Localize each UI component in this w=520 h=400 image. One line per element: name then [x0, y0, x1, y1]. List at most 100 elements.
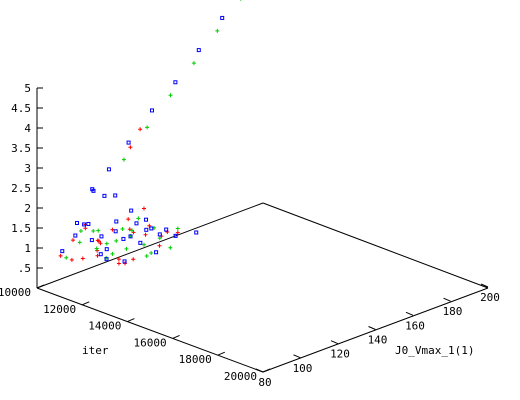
- data-point-series-3: [149, 226, 154, 231]
- data-point-series-3: [99, 234, 104, 239]
- data-point-series-1: [175, 230, 180, 235]
- data-point-series-2: [149, 251, 154, 256]
- data-point-series-2: [215, 28, 220, 33]
- data-point-series-3: [128, 234, 133, 239]
- data-point-series-3: [196, 48, 201, 53]
- y-tick-label: 80: [258, 376, 271, 389]
- data-point-series-2: [94, 246, 99, 251]
- data-point-series-1: [71, 238, 76, 243]
- x-tick-label: 20000: [224, 370, 257, 383]
- data-point-series-3: [121, 236, 126, 241]
- data-point-series-2: [64, 255, 69, 260]
- data-point-series-2: [114, 238, 119, 243]
- data-point-series-3: [149, 108, 154, 113]
- z-tick-label: 3.5: [11, 142, 31, 155]
- data-point-series-2: [77, 240, 82, 245]
- data-point-series-2: [104, 241, 109, 246]
- x-tick-mark: [217, 351, 225, 356]
- z-tick-label: .5: [18, 262, 31, 275]
- x-tick-label: 12000: [43, 303, 76, 316]
- data-point-series-2: [91, 228, 96, 233]
- data-point-series-2: [240, 0, 242, 1]
- data-point-series-3: [89, 238, 94, 243]
- data-point-series-2: [168, 93, 173, 98]
- data-point-series-3: [86, 221, 91, 226]
- data-point-series-3: [106, 167, 111, 172]
- data-point-series-3: [220, 15, 225, 20]
- x-tick-mark: [262, 368, 271, 373]
- y-axis-line: [262, 287, 489, 373]
- data-point-series-2: [136, 216, 141, 221]
- y-tick-label: 100: [293, 362, 313, 375]
- x-tick-mark: [36, 284, 45, 289]
- data-point-series-1: [126, 217, 131, 222]
- data-point-series-2: [120, 226, 125, 231]
- data-point-series-1: [98, 241, 103, 246]
- back-x-edge: [262, 202, 489, 289]
- z-tick-label: 3: [24, 162, 31, 175]
- data-point-series-1: [96, 239, 101, 244]
- y-tick-mark: [330, 340, 339, 345]
- data-point-series-2: [191, 61, 196, 66]
- data-point-series-1: [128, 145, 133, 150]
- data-point-series-1: [138, 127, 143, 132]
- data-point-series-3: [154, 250, 159, 255]
- data-point-series-2: [121, 157, 126, 162]
- data-point-series-2: [144, 254, 149, 259]
- data-points: [58, 0, 242, 266]
- data-point-series-3: [73, 233, 78, 238]
- data-point-series-3: [113, 229, 118, 234]
- data-point-series-2: [130, 228, 135, 233]
- y-tick-mark: [480, 283, 489, 288]
- x-tick-mark: [82, 301, 90, 306]
- data-point-series-3: [138, 240, 143, 245]
- data-point-series-2: [157, 236, 162, 241]
- data-point-series-3: [114, 219, 119, 224]
- axis-labels: iter J0_Vmax_1(1): [82, 344, 474, 357]
- data-point-series-3: [144, 217, 149, 222]
- data-point-series-1: [157, 243, 162, 248]
- y-tick-label: 120: [330, 348, 350, 361]
- data-point-series-3: [90, 187, 95, 192]
- z-tick-label: 5: [24, 82, 31, 95]
- data-point-series-2: [124, 246, 129, 251]
- data-point-series-1: [143, 232, 148, 237]
- data-point-series-3: [60, 249, 65, 254]
- y-tick-mark: [293, 354, 301, 359]
- y-tick-mark: [443, 297, 451, 302]
- x-tick-label: 16000: [133, 336, 166, 349]
- data-point-series-3: [129, 208, 134, 213]
- data-point-series-1: [116, 257, 121, 262]
- data-point-series-2: [110, 251, 115, 256]
- data-point-series-2: [142, 242, 146, 247]
- x-axis-title: iter: [82, 344, 109, 357]
- z-tick-label: 4: [24, 122, 31, 135]
- data-point-series-3: [126, 140, 131, 145]
- x-tick-label: 18000: [179, 353, 212, 366]
- y-axis-title: J0_Vmax_1(1): [395, 344, 474, 357]
- data-point-series-3: [173, 233, 178, 238]
- data-point-series-1: [58, 253, 63, 258]
- data-point-series-3: [157, 232, 162, 237]
- data-point-series-3: [173, 80, 178, 85]
- y-tick-label: 160: [405, 319, 425, 332]
- z-tick-label: 2: [24, 202, 31, 215]
- data-point-series-3: [144, 227, 149, 232]
- data-point-series-2: [78, 229, 83, 234]
- data-point-series-3: [134, 221, 139, 226]
- data-point-series-3: [104, 247, 109, 252]
- data-point-series-3: [82, 222, 87, 227]
- data-point-series-3: [164, 227, 169, 232]
- data-point-series-1: [69, 257, 74, 262]
- data-point-series-2: [145, 125, 150, 130]
- y-tick-label: 140: [368, 334, 388, 347]
- y-tick-mark: [405, 311, 414, 316]
- y-tick-mark: [368, 326, 376, 330]
- x-tick-mark: [172, 334, 180, 339]
- data-point-series-3: [102, 193, 107, 198]
- data-point-series-1: [141, 206, 146, 211]
- x-tick-label: 14000: [88, 320, 121, 333]
- data-point-series-3: [98, 252, 103, 257]
